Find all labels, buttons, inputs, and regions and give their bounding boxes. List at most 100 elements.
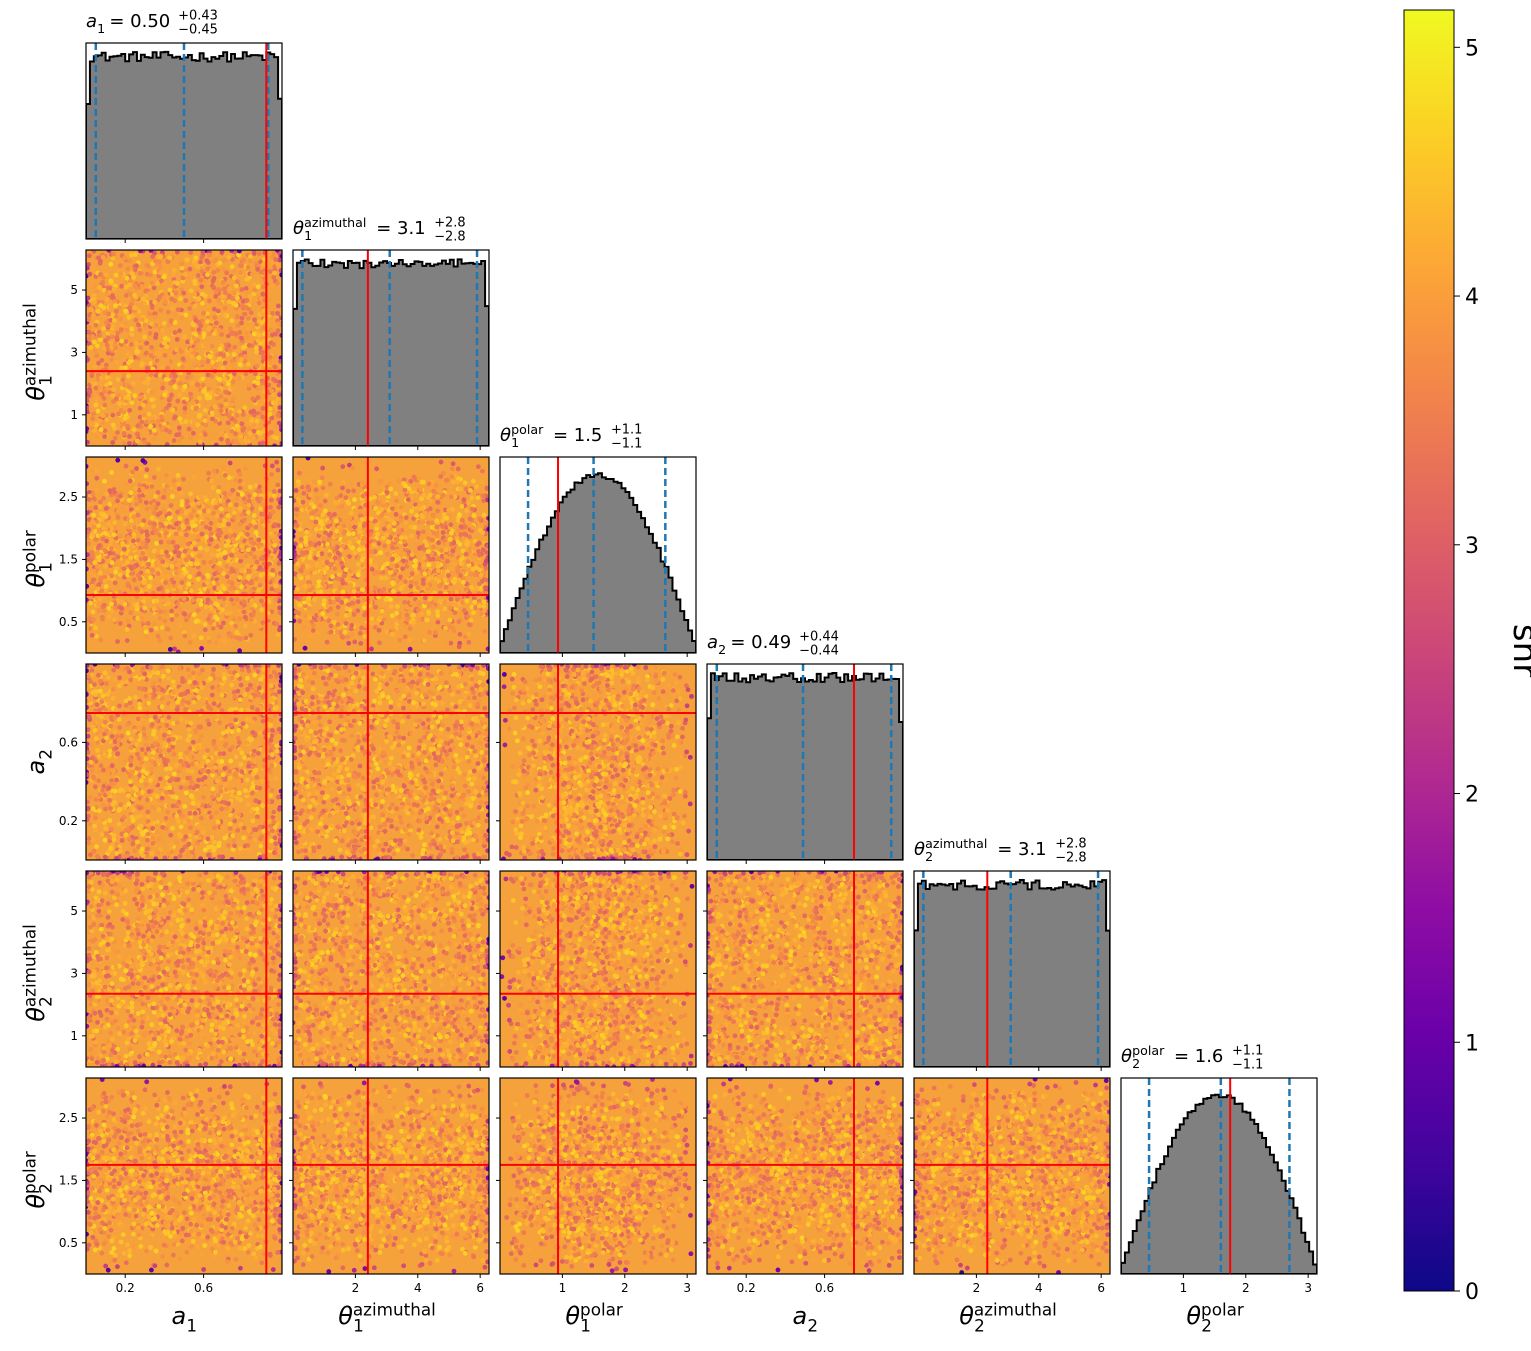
scatter-point xyxy=(167,647,173,652)
scatter-point xyxy=(253,483,259,488)
scatter-point xyxy=(189,354,194,360)
scatter-point xyxy=(317,479,323,485)
scatter-point xyxy=(87,616,92,621)
scatter-point xyxy=(231,290,237,296)
scatter-point xyxy=(159,414,165,419)
scatter-point xyxy=(377,489,383,494)
scatter-point xyxy=(106,521,112,527)
scatter-point xyxy=(87,253,92,259)
panel-frame xyxy=(85,456,283,654)
scatter-point xyxy=(347,612,352,618)
scatter-point xyxy=(278,551,282,557)
scatter-point xyxy=(237,250,242,254)
scatter-point xyxy=(307,492,313,498)
scatter-point xyxy=(269,328,274,334)
scatter-point xyxy=(211,510,216,516)
scatter-point xyxy=(220,280,226,285)
scatter-point xyxy=(202,399,208,405)
scatter-point xyxy=(173,503,179,509)
scatter-point xyxy=(236,252,241,258)
scatter-point xyxy=(248,523,253,528)
y-tick-label: 1 xyxy=(70,408,78,422)
scatter-point xyxy=(142,624,148,630)
scatter-point xyxy=(421,562,427,568)
scatter-point xyxy=(375,531,380,537)
scatter-point xyxy=(226,483,232,489)
scatter-point xyxy=(194,382,200,387)
scatter-point xyxy=(86,510,90,516)
scatter-point xyxy=(222,638,228,644)
scatter-point xyxy=(126,315,132,320)
scatter-point xyxy=(212,825,217,831)
scatter-point xyxy=(96,608,102,614)
scatter-point xyxy=(108,278,114,284)
scatter-point xyxy=(111,318,117,323)
scatter-point xyxy=(100,254,106,260)
scatter-point xyxy=(222,305,228,311)
scatter-point xyxy=(477,581,482,587)
scatter-point xyxy=(181,476,186,482)
scatter-point xyxy=(138,466,143,472)
scatter-point xyxy=(146,562,151,567)
scatter-point xyxy=(175,377,180,383)
scatter-point xyxy=(253,530,259,535)
scatter-point xyxy=(95,408,101,414)
scatter-point xyxy=(238,434,244,440)
scatter-point xyxy=(211,331,217,337)
scatter-point xyxy=(86,405,90,411)
scatter-point xyxy=(223,252,229,258)
scatter-point xyxy=(481,599,487,605)
scatter-point xyxy=(141,732,147,737)
scatter-point xyxy=(199,255,205,260)
scatter-point xyxy=(237,472,243,477)
scatter-point xyxy=(222,376,228,382)
scatter-point xyxy=(153,530,159,535)
scatter-point xyxy=(157,294,163,300)
scatter-point xyxy=(124,638,130,643)
scatter-point xyxy=(228,409,233,415)
scatter-point xyxy=(481,604,487,609)
scatter-point xyxy=(266,590,272,595)
scatter-point xyxy=(212,315,218,320)
scatter-point xyxy=(315,552,321,558)
scatter-point xyxy=(178,536,184,541)
scatter-point xyxy=(357,526,362,532)
scatter-point xyxy=(206,635,212,640)
scatter-point xyxy=(172,319,178,325)
scatter-point xyxy=(217,568,223,574)
scatter-point xyxy=(374,466,380,472)
scatter-point xyxy=(178,824,184,830)
scatter-point xyxy=(426,603,432,609)
scatter-point xyxy=(376,474,382,479)
scatter-point xyxy=(90,416,96,422)
scatter-point xyxy=(168,381,174,386)
scatter-point xyxy=(430,604,436,610)
scatter-point xyxy=(335,590,340,595)
scatter-point xyxy=(346,500,351,506)
scatter-point xyxy=(393,536,399,542)
scatter-point xyxy=(269,415,275,421)
scatter-point xyxy=(178,716,184,722)
scatter-point xyxy=(312,579,318,585)
scatter-point xyxy=(389,563,395,569)
scatter-point xyxy=(193,318,199,323)
scatter-point xyxy=(168,373,174,379)
scatter-point xyxy=(294,594,299,600)
scatter-point xyxy=(258,269,264,275)
scatter-point xyxy=(233,502,239,508)
scatter-point xyxy=(224,564,230,569)
scatter-point xyxy=(241,257,246,263)
scatter-point xyxy=(123,308,129,314)
scatter-point xyxy=(230,300,236,306)
scatter-point xyxy=(138,250,143,254)
scatter-point xyxy=(481,498,487,504)
scatter-point xyxy=(116,392,122,398)
scatter-point xyxy=(179,573,185,579)
scatter-point xyxy=(206,639,212,645)
scatter-point xyxy=(242,623,248,629)
scatter-point xyxy=(174,347,179,353)
scatter-point xyxy=(125,568,131,574)
scatter-point xyxy=(437,582,443,588)
scatter-point xyxy=(172,384,178,389)
scatter-point xyxy=(318,503,323,508)
